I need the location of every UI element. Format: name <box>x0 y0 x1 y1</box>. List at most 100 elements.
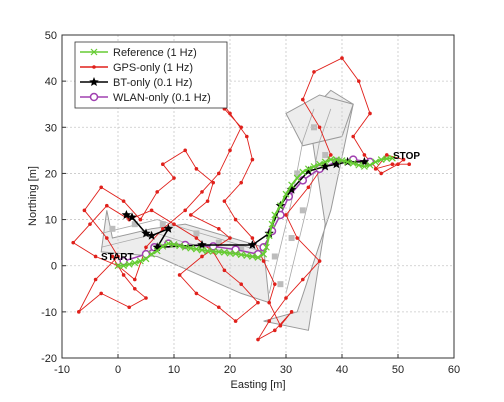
x-tick-label: 0 <box>115 364 121 376</box>
data-point <box>141 228 151 238</box>
data-point <box>159 242 167 250</box>
series-layer <box>71 56 412 342</box>
floorplan-room <box>322 151 329 158</box>
floorplan-room <box>294 170 301 177</box>
data-point <box>351 134 356 139</box>
series-line <box>118 157 393 267</box>
data-point <box>232 250 240 258</box>
data-point <box>276 202 284 210</box>
data-point <box>239 125 243 130</box>
data-point <box>161 227 165 231</box>
data-point <box>344 158 352 166</box>
data-point <box>211 180 215 185</box>
data-point <box>88 222 92 226</box>
data-point <box>116 254 120 259</box>
data-point <box>217 305 221 310</box>
legend: Reference (1 Hz) GPS-only (1 Hz) BT-only (… <box>74 41 228 109</box>
data-point <box>105 203 109 208</box>
data-point <box>120 262 128 270</box>
data-point <box>267 300 272 305</box>
data-point <box>254 253 262 261</box>
data-point <box>267 319 272 323</box>
data-point <box>220 248 228 256</box>
start-annotation: START <box>101 252 134 263</box>
data-point <box>306 185 311 190</box>
x-tick-label: 10 <box>168 364 180 376</box>
data-point <box>271 211 279 219</box>
floorplan-room <box>109 225 116 232</box>
data-point <box>187 244 195 252</box>
data-point <box>239 180 243 185</box>
data-point <box>247 239 258 249</box>
plot-frame <box>61 34 455 359</box>
data-point <box>183 208 187 213</box>
floorplan-room <box>299 207 306 214</box>
data-point <box>278 323 283 328</box>
floorplan-corridor <box>101 219 264 253</box>
data-point <box>222 268 227 273</box>
data-point <box>368 111 372 116</box>
data-point <box>121 209 132 220</box>
series-0 <box>114 154 396 270</box>
data-point <box>222 199 227 203</box>
y-tick-label: 0 <box>51 261 57 273</box>
data-point <box>262 243 270 251</box>
data-point <box>170 241 178 248</box>
floorplan-outline <box>263 89 354 331</box>
data-point <box>373 167 378 171</box>
data-point <box>163 223 174 233</box>
data-point <box>349 159 357 167</box>
data-point <box>194 291 199 296</box>
y-tick-label: 40 <box>45 76 57 88</box>
data-point <box>177 273 182 277</box>
data-point <box>320 161 330 171</box>
legend-swatch-marker <box>89 77 99 87</box>
stop-annotation: STOP <box>393 151 420 162</box>
y-tick-label: 10 <box>45 215 57 227</box>
data-point <box>286 184 297 194</box>
data-point <box>110 254 115 259</box>
data-point <box>217 227 221 231</box>
y-tick-label: -10 <box>41 307 57 319</box>
data-point <box>125 260 133 268</box>
data-point <box>164 240 172 247</box>
data-point <box>237 251 245 259</box>
data-point <box>114 262 122 270</box>
data-point <box>329 153 333 157</box>
data-point <box>176 242 184 250</box>
floorplan-room <box>271 253 278 260</box>
data-point <box>303 166 314 176</box>
data-point <box>340 56 344 60</box>
data-point <box>256 300 260 305</box>
data-point <box>99 291 103 296</box>
data-point <box>289 310 294 314</box>
data-point <box>317 259 322 263</box>
data-point <box>131 259 139 267</box>
data-point <box>379 171 384 176</box>
data-point <box>138 217 143 222</box>
data-point <box>233 217 238 222</box>
data-point <box>217 171 221 176</box>
data-point <box>312 70 316 74</box>
data-point <box>359 156 370 166</box>
data-point <box>121 199 126 203</box>
data-point <box>200 254 204 259</box>
data-point <box>228 148 232 153</box>
data-point <box>304 165 312 173</box>
data-point <box>301 277 305 282</box>
legend-label: GPS-only (1 Hz) <box>113 62 193 74</box>
data-point <box>142 255 150 263</box>
data-point <box>321 158 329 166</box>
legend-item: WLAN-only (0.1 Hz) <box>80 92 211 104</box>
data-point <box>401 157 406 162</box>
data-point <box>172 222 176 226</box>
legend-swatch-marker <box>90 48 98 56</box>
data-point <box>189 213 193 217</box>
data-point <box>273 282 277 286</box>
data-point <box>149 208 154 213</box>
data-point <box>82 208 87 213</box>
data-point <box>155 190 159 194</box>
data-point <box>377 156 385 164</box>
data-point <box>362 153 367 157</box>
